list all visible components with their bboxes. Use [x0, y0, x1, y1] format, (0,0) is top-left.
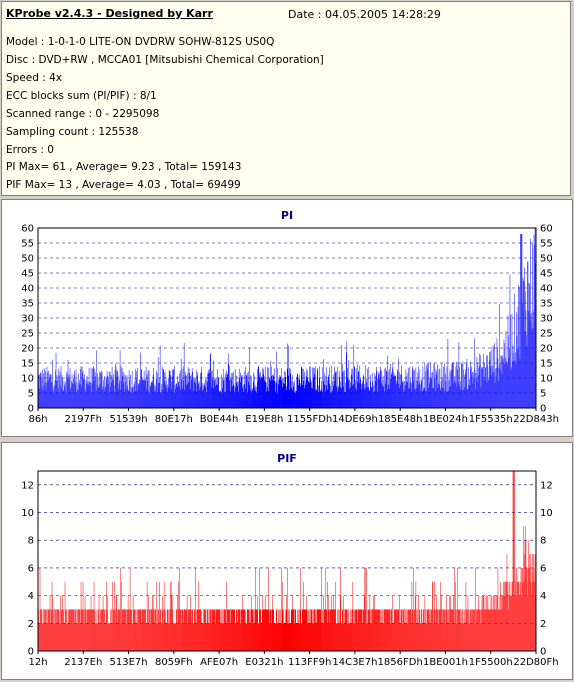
- y-tick-label-right: 6: [540, 563, 546, 574]
- y-tick-label-right: 60: [540, 224, 553, 235]
- y-tick-label-left: 30: [21, 314, 34, 325]
- plot-frame: [37, 470, 537, 652]
- y-tick-label-left: 25: [21, 329, 34, 340]
- y-tick-label-left: 45: [21, 269, 34, 280]
- ecc-line: ECC blocks sum (PI/PIF) : 8/1: [6, 90, 157, 102]
- x-tick-label: 2197Fh: [64, 414, 102, 425]
- y-tick-label-left: 6: [28, 563, 34, 574]
- y-tick-label-right: 50: [540, 254, 553, 265]
- y-tick-label-right: 12: [540, 480, 553, 491]
- y-tick-label-right: 0: [540, 647, 546, 658]
- speed-line: Speed : 4x: [6, 72, 63, 84]
- x-tick-label: 2137Eh: [64, 657, 102, 668]
- y-tick-label-left: 2: [28, 619, 34, 630]
- y-tick-label-left: 20: [21, 344, 34, 355]
- y-tick-label-left: 15: [21, 359, 34, 370]
- pif-chart-title: PIF: [277, 452, 297, 465]
- x-tick-label: 185E48h: [378, 414, 422, 425]
- y-tick-label-right: 20: [540, 344, 553, 355]
- pif-chart-panel: PIF 0 0 2 2 4 4 6 6 8 8 10 10 12 12 12h 2137Eh 513E7h 805…: [1, 442, 573, 680]
- y-tick-label-left: 40: [21, 284, 34, 295]
- info-panel: KProbe v2.4.3 - Designed by Karr Date : …: [1, 1, 571, 196]
- x-tick-label: 1155FDh: [287, 414, 332, 425]
- y-tick-label-left: 0: [28, 404, 34, 415]
- y-tick-label-right: 0: [540, 404, 546, 415]
- x-tick-label: 1856FDh: [378, 657, 423, 668]
- x-tick-label: 513E7h: [109, 657, 147, 668]
- pi-stats-line: PI Max= 61 , Average= 9.23 , Total= 1591…: [6, 161, 242, 173]
- x-tick-label: E19E8h: [245, 414, 283, 425]
- model-line: Model : 1-0-1-0 LITE-ON DVDRW SOHW-812S …: [6, 36, 275, 48]
- y-tick-label-right: 15: [540, 359, 553, 370]
- y-tick-label-right: 10: [540, 508, 553, 519]
- x-tick-label: 1F5535h: [469, 414, 513, 425]
- y-tick-label-left: 55: [21, 239, 34, 250]
- x-tick-label: 12h: [28, 657, 47, 668]
- x-tick-label: 1BE001h: [423, 657, 468, 668]
- y-tick-label-right: 40: [540, 284, 553, 295]
- plot-frame: [37, 227, 537, 409]
- y-tick-label-left: 0: [28, 647, 34, 658]
- x-tick-label: AFE07h: [200, 657, 238, 668]
- app-title: KProbe v2.4.3 - Designed by Karr: [6, 7, 213, 20]
- y-tick-label-left: 10: [21, 508, 34, 519]
- x-tick-label: 1F5500h: [469, 657, 513, 668]
- y-tick-label-right: 8: [540, 536, 546, 547]
- y-tick-label-right: 55: [540, 239, 553, 250]
- y-tick-label-left: 12: [21, 480, 34, 491]
- x-tick-label: 22D843h: [513, 414, 559, 425]
- range-line: Scanned range : 0 - 2295098: [6, 108, 160, 120]
- disc-line: Disc : DVD+RW , MCCA01 [Mitsubishi Chemi…: [6, 54, 324, 66]
- y-tick-label-right: 35: [540, 299, 553, 310]
- y-tick-label-left: 4: [28, 591, 34, 602]
- pif-stats-line: PIF Max= 13 , Average= 4.03 , Total= 694…: [6, 179, 241, 191]
- y-tick-label-right: 4: [540, 591, 546, 602]
- x-tick-label: 113FF9h: [288, 657, 331, 668]
- pi-chart-panel: PI 0 0 5 5 10 10 15 15 20 20 25 25 30 30 35 35 40 40 45 45 5…: [1, 199, 573, 437]
- y-tick-label-right: 25: [540, 329, 553, 340]
- x-tick-label: B0E44h: [200, 414, 239, 425]
- y-tick-label-left: 35: [21, 299, 34, 310]
- y-tick-label-right: 5: [540, 389, 546, 400]
- x-tick-label: 14C3E7h: [332, 657, 377, 668]
- x-tick-label: 86h: [28, 414, 47, 425]
- y-tick-label-right: 45: [540, 269, 553, 280]
- y-tick-label-left: 50: [21, 254, 34, 265]
- y-tick-label-left: 8: [28, 536, 34, 547]
- y-tick-label-left: 60: [21, 224, 34, 235]
- y-tick-label-left: 5: [28, 389, 34, 400]
- y-tick-label-right: 2: [540, 619, 546, 630]
- x-tick-label: 8059Fh: [155, 657, 193, 668]
- sampling-line: Sampling count : 125538: [6, 126, 139, 138]
- x-tick-label: 22D80Fh: [513, 657, 558, 668]
- y-tick-label-right: 10: [540, 374, 553, 385]
- y-tick-label-right: 30: [540, 314, 553, 325]
- scan-date: Date : 04.05.2005 14:28:29: [288, 8, 441, 21]
- x-tick-label: 1BE024h: [423, 414, 468, 425]
- pif-chart: 0 0 2 2 4 4 6 6 8 8 10 10 12 12 12h 2137Eh 513E7h 8059Fh A…: [21, 470, 559, 668]
- errors-line: Errors : 0: [6, 144, 54, 156]
- x-tick-label: 80E17h: [155, 414, 193, 425]
- pi-chart-title: PI: [280, 209, 294, 222]
- x-tick-label: 51539h: [109, 414, 147, 425]
- y-tick-label-left: 10: [21, 374, 34, 385]
- x-tick-label: E0321h: [245, 657, 283, 668]
- x-tick-label: 14DE69h: [332, 414, 378, 425]
